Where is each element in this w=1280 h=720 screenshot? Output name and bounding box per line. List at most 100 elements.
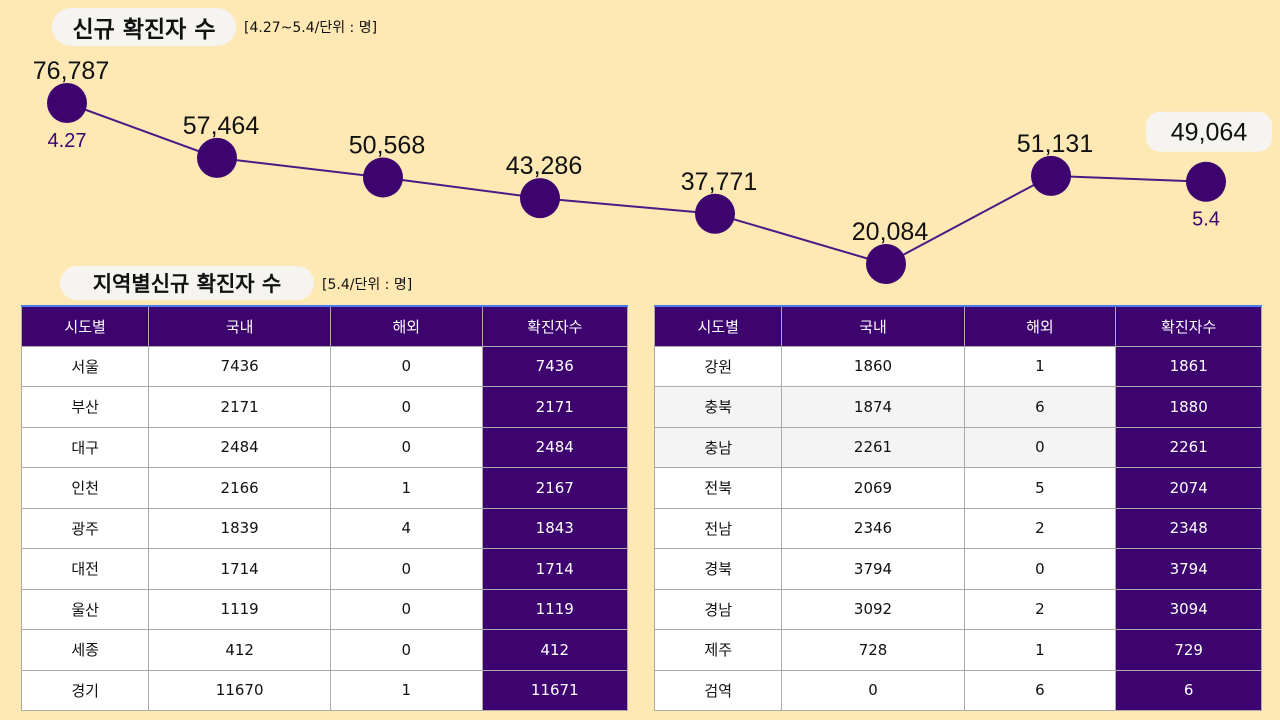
table-cell: 인천 [20, 467, 150, 509]
data-point [47, 83, 87, 123]
table-cell: 11670 [148, 669, 332, 711]
table-cell: 대구 [20, 426, 150, 468]
column-header: 국내 [148, 305, 332, 347]
data-label: 50,568 [349, 131, 425, 159]
column-header: 시도별 [653, 305, 783, 347]
table-cell: 5 [963, 467, 1117, 509]
data-point [520, 178, 560, 219]
table-cell: 2348 [1115, 507, 1262, 549]
table-cell: 1 [963, 629, 1117, 671]
table-cell: 0 [963, 426, 1117, 468]
table-cell: 1861 [1115, 345, 1262, 387]
data-point [695, 193, 735, 234]
table-cell: 전북 [653, 467, 783, 509]
table-cell: 2484 [148, 426, 332, 468]
chart-title: 신규 확진자 수 [52, 8, 236, 46]
table-row: 인천 2166 1 2167 [20, 467, 629, 509]
chart-subtitle: [4.27~5.4/단위 : 명] [244, 20, 378, 36]
table-cell: 0 [330, 548, 483, 590]
table-cell: 4 [330, 507, 483, 549]
highlight-label-box [1146, 111, 1272, 152]
table-cell: 729 [1115, 629, 1262, 671]
data-label: 20,084 [852, 218, 929, 246]
table-cell: 1843 [481, 507, 629, 549]
table-cell: 2346 [781, 507, 965, 549]
column-header: 확진자수 [481, 305, 629, 347]
table-row: 검역 0 6 6 [653, 669, 1262, 711]
table-row: 경기 11670 1 11671 [20, 669, 629, 711]
table-cell: 충북 [653, 386, 783, 428]
table-cell: 2261 [1115, 426, 1262, 468]
table-cell: 2171 [148, 386, 332, 428]
table-cell: 7436 [148, 345, 332, 387]
table-cell: 2167 [481, 467, 629, 509]
table-cell: 2166 [148, 467, 332, 509]
table-cell: 검역 [653, 669, 783, 711]
data-label: 51,131 [1017, 130, 1093, 158]
table-cell: 3092 [781, 588, 965, 630]
table-cell: 세종 [20, 629, 150, 671]
table-cell: 경기 [20, 669, 150, 711]
table-cell: 충남 [653, 426, 783, 468]
header-row: 시도별 국내 해외 확진자수 [653, 305, 1262, 347]
table-cell: 0 [330, 386, 483, 428]
data-label: 57,464 [183, 112, 260, 140]
table-cell: 강원 [653, 345, 783, 387]
table-cell: 대전 [20, 548, 150, 590]
table-cell: 1 [330, 669, 483, 711]
regional-table-right: 시도별 국내 해외 확진자수 강원 1860 1 1861 충북 1874 6 1880 충남 2261 0… [653, 305, 1262, 711]
x-tick-label: 5.4 [1192, 209, 1220, 231]
table-cell: 0 [330, 588, 483, 630]
table-row: 대구 2484 0 2484 [20, 426, 629, 468]
table-cell: 11671 [481, 669, 629, 711]
table-cell: 경북 [653, 548, 783, 590]
table-row: 충북 1874 6 1880 [653, 386, 1262, 428]
table-cell: 1880 [1115, 386, 1262, 428]
data-point [866, 244, 906, 284]
table-cell: 0 [330, 629, 483, 671]
table-cell: 2261 [781, 426, 965, 468]
table-row: 전남 2346 2 2348 [653, 507, 1262, 549]
table-cell: 6 [963, 386, 1117, 428]
table-row: 경북 3794 0 3794 [653, 548, 1262, 590]
table-cell: 경남 [653, 588, 783, 630]
data-point [363, 157, 403, 198]
table-cell: 1119 [481, 588, 629, 630]
table-cell: 1839 [148, 507, 332, 549]
column-header: 해외 [963, 305, 1117, 347]
table-cell: 2484 [481, 426, 629, 468]
table-cell: 1 [330, 467, 483, 509]
table-cell: 0 [781, 669, 965, 711]
table-cell: 1714 [481, 548, 629, 590]
column-header: 확진자수 [1115, 305, 1262, 347]
table-cell: 3794 [781, 548, 965, 590]
table-cell: 광주 [20, 507, 150, 549]
table-cell: 412 [481, 629, 629, 671]
table-cell: 6 [963, 669, 1117, 711]
table-row: 충남 2261 0 2261 [653, 426, 1262, 468]
data-point [1186, 161, 1226, 202]
table-cell: 1874 [781, 386, 965, 428]
table-row: 전북 2069 5 2074 [653, 467, 1262, 509]
table-cell: 1860 [781, 345, 965, 387]
table-cell: 0 [963, 548, 1117, 590]
data-label: 37,771 [681, 168, 757, 196]
x-tick-label: 4.27 [48, 130, 87, 152]
table-cell: 전남 [653, 507, 783, 549]
table-cell: 부산 [20, 386, 150, 428]
table-cell: 2 [963, 507, 1117, 549]
table-cell: 0 [330, 345, 483, 387]
table-cell: 서울 [20, 345, 150, 387]
data-label: 43,286 [506, 152, 582, 180]
table-row: 부산 2171 0 2171 [20, 386, 629, 428]
table-cell: 728 [781, 629, 965, 671]
column-header: 해외 [330, 305, 483, 347]
data-point [197, 137, 237, 178]
regional-subtitle: [5.4/단위 : 명] [322, 277, 413, 293]
data-label: 49,064 [1171, 119, 1248, 147]
table-cell: 3094 [1115, 588, 1262, 630]
table-row: 강원 1860 1 1861 [653, 345, 1262, 387]
table-row: 대전 1714 0 1714 [20, 548, 629, 590]
table-cell: 2069 [781, 467, 965, 509]
data-point [1031, 155, 1071, 196]
